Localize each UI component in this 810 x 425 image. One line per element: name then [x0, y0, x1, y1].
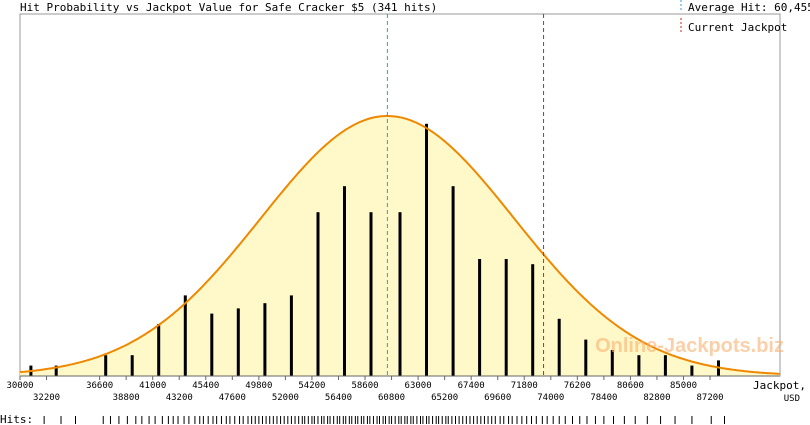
- x-tick-label: 74000: [537, 393, 564, 403]
- x-tick-label: 47600: [219, 393, 246, 403]
- hits-label: Hits:: [0, 413, 33, 425]
- x-axis-unit: USD: [784, 394, 800, 404]
- x-tick-label: 71800: [511, 381, 538, 391]
- x-tick-label: 87200: [696, 393, 723, 403]
- hit-bar: [557, 318, 561, 376]
- hit-bar: [343, 186, 346, 376]
- hit-bar: [637, 355, 641, 376]
- x-tick-label: 78400: [590, 393, 617, 403]
- hit-bar: [183, 295, 187, 376]
- legend-current-jackpot: Current Jackpot: [688, 21, 787, 34]
- x-tick-label: 80600: [617, 381, 644, 391]
- chart-title: Hit Probability vs Jackpot Value for Saf…: [20, 1, 437, 14]
- hit-bar: [236, 308, 240, 376]
- probability-curve: [19, 115, 781, 375]
- hit-bar: [531, 264, 535, 376]
- x-tick-label: 49800: [245, 381, 272, 391]
- x-tick-label: 36600: [86, 381, 113, 391]
- hit-bar: [289, 295, 293, 376]
- x-tick-label: 32200: [33, 393, 60, 403]
- hit-bar: [690, 365, 694, 376]
- x-tick-label: 82800: [643, 393, 670, 403]
- x-tick-label: 38800: [113, 393, 140, 403]
- x-tick-label: 45400: [192, 381, 219, 391]
- x-tick-label: 76200: [564, 381, 591, 391]
- hit-bar: [451, 186, 455, 376]
- x-tick-label: 65200: [431, 393, 458, 403]
- hit-bar: [398, 212, 402, 376]
- hit-bar: [610, 350, 614, 376]
- hit-bar: [316, 212, 320, 376]
- hit-bar: [369, 212, 373, 376]
- x-tick-label: 30000: [6, 381, 33, 391]
- hit-bar: [263, 303, 267, 376]
- hit-bar: [425, 123, 428, 376]
- x-tick-label: 41000: [139, 381, 166, 391]
- hit-bar: [54, 365, 58, 376]
- hit-bar: [478, 259, 482, 376]
- x-tick-label: 54200: [298, 381, 325, 391]
- hit-bar: [130, 355, 134, 376]
- x-axis-label: Jackpot,: [753, 379, 806, 392]
- x-tick-label: 56400: [325, 393, 352, 403]
- hit-bar: [104, 355, 108, 376]
- x-tick-label: 69600: [484, 393, 511, 403]
- hit-bar: [210, 313, 214, 376]
- x-tick-label: 43200: [166, 393, 193, 403]
- hit-bar: [157, 324, 161, 376]
- x-tick-label: 85000: [670, 381, 697, 391]
- x-tick-label: 67400: [458, 381, 485, 391]
- x-tick-label: 60800: [378, 393, 405, 403]
- watermark: Online-Jackpots.biz: [595, 335, 784, 357]
- legend-average-hit: Average Hit: 60,455: [688, 1, 810, 14]
- x-tick-label: 63000: [405, 381, 432, 391]
- x-tick-label: 58600: [351, 381, 378, 391]
- hit-bar: [663, 355, 667, 376]
- hit-bar: [504, 259, 508, 376]
- hit-bar: [584, 339, 588, 376]
- x-tick-label: 52000: [272, 393, 299, 403]
